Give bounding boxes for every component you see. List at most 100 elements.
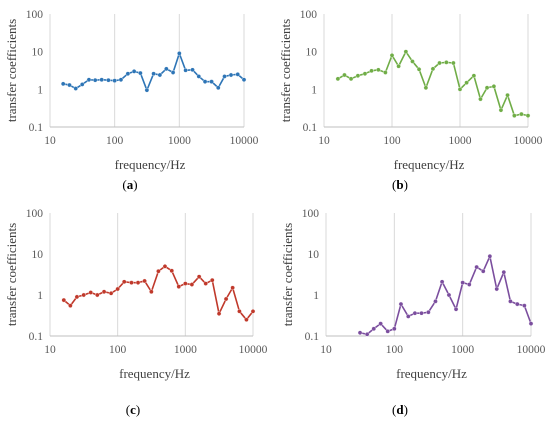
data-point [430, 66, 436, 72]
data-point [498, 107, 504, 113]
x-axis-title: frequency/Hz [396, 366, 467, 381]
y-axis-title: transfer coefficients [4, 19, 19, 122]
y-tick-label: 1 [313, 290, 319, 302]
data-point [202, 79, 208, 84]
data-point [156, 268, 161, 274]
data-point [519, 111, 524, 117]
y-tick-label: 100 [300, 9, 318, 21]
data-point [121, 279, 127, 285]
panel-label-open-paren: ( [392, 177, 396, 192]
data-point [437, 60, 442, 66]
data-point [79, 82, 85, 87]
data-point [444, 60, 449, 65]
data-point [410, 59, 415, 64]
data-point [176, 284, 182, 289]
data-point [464, 80, 469, 86]
data-point [183, 281, 188, 286]
panel-label: (b) [392, 177, 408, 192]
chart-panel-c: 0.1 1 10 100 10 100 1000 10000 transfer coeffici… [4, 208, 268, 417]
x-tick-label: 10 [318, 135, 330, 147]
x-tick-label: 1000 [449, 135, 472, 147]
y-tick-label: 1 [37, 84, 43, 96]
y-tick-label: 0.1 [29, 122, 44, 134]
data-point [162, 264, 168, 269]
data-point [416, 67, 422, 72]
panel-label-open-paren: ( [122, 177, 126, 192]
panel-label-letter: b [396, 177, 403, 192]
data-point [183, 68, 188, 73]
data-point [216, 311, 222, 316]
data-point [460, 280, 465, 285]
panel-label-close-paren: ) [404, 402, 408, 417]
y-tick-label: 0.1 [305, 331, 320, 343]
data-point [209, 79, 214, 84]
data-point [106, 77, 111, 83]
data-point [412, 310, 418, 316]
y-axis-title: transfer coefficients [280, 223, 295, 326]
x-tick-label: 100 [106, 135, 124, 147]
y-axis-title: transfer coefficients [278, 19, 293, 122]
data-point [376, 67, 381, 73]
data-point [169, 268, 175, 274]
x-axis-title: frequency/Hz [119, 366, 190, 381]
x-tick-label: 1000 [174, 344, 197, 356]
data-point [494, 286, 500, 292]
data-point [478, 96, 483, 102]
panel-label: (d) [392, 402, 408, 417]
data-point [222, 74, 227, 79]
data-point [457, 87, 463, 92]
chart-panel-b: 0.1 1 10 100 10 100 1000 10000 transfer coeffici… [278, 9, 543, 192]
x-tick-label: 10000 [514, 135, 543, 147]
series-line [359, 255, 532, 336]
data-point [118, 77, 124, 83]
data-point [419, 310, 424, 316]
y-tick-label: 10 [308, 249, 320, 261]
data-point [355, 73, 361, 79]
x-tick-label: 100 [386, 344, 404, 356]
data-point [241, 77, 247, 83]
data-point [101, 289, 107, 295]
x-tick-label: 10 [320, 344, 332, 356]
data-point [471, 73, 477, 79]
data-point [491, 84, 497, 89]
data-point [514, 301, 520, 307]
x-tick-label: 100 [109, 344, 127, 356]
panel-label-close-paren: ) [133, 177, 137, 192]
data-point [385, 329, 391, 334]
data-point [528, 321, 534, 326]
data-point [157, 72, 163, 78]
data-point [446, 292, 452, 298]
data-point [190, 67, 195, 73]
data-point [357, 330, 363, 336]
data-point [92, 77, 98, 83]
x-tick-label: 10 [44, 344, 56, 356]
data-point [203, 281, 209, 286]
y-tick-label: 100 [26, 208, 44, 220]
data-point [512, 113, 517, 118]
data-point [392, 326, 397, 332]
x-tick-label: 10 [44, 135, 56, 147]
y-tick-label: 1 [37, 290, 43, 302]
data-point [223, 296, 229, 302]
data-point [501, 269, 507, 275]
data-point [209, 277, 215, 283]
data-point [228, 72, 234, 78]
data-point [144, 87, 150, 93]
data-point [451, 60, 456, 66]
x-tick-label: 10000 [239, 344, 268, 356]
panel-label: (c) [126, 402, 140, 417]
data-point [81, 292, 87, 298]
data-point [342, 72, 347, 78]
data-point [112, 78, 117, 83]
data-point [378, 321, 383, 326]
series-line [337, 50, 529, 117]
data-point [396, 63, 401, 69]
data-point [525, 113, 531, 118]
y-axis-title: transfer coefficients [4, 223, 19, 326]
data-point [151, 71, 156, 77]
data-point [68, 303, 73, 308]
panel-label-close-paren: ) [404, 177, 408, 192]
panel-label-open-paren: ( [392, 402, 396, 417]
data-point [74, 294, 80, 300]
